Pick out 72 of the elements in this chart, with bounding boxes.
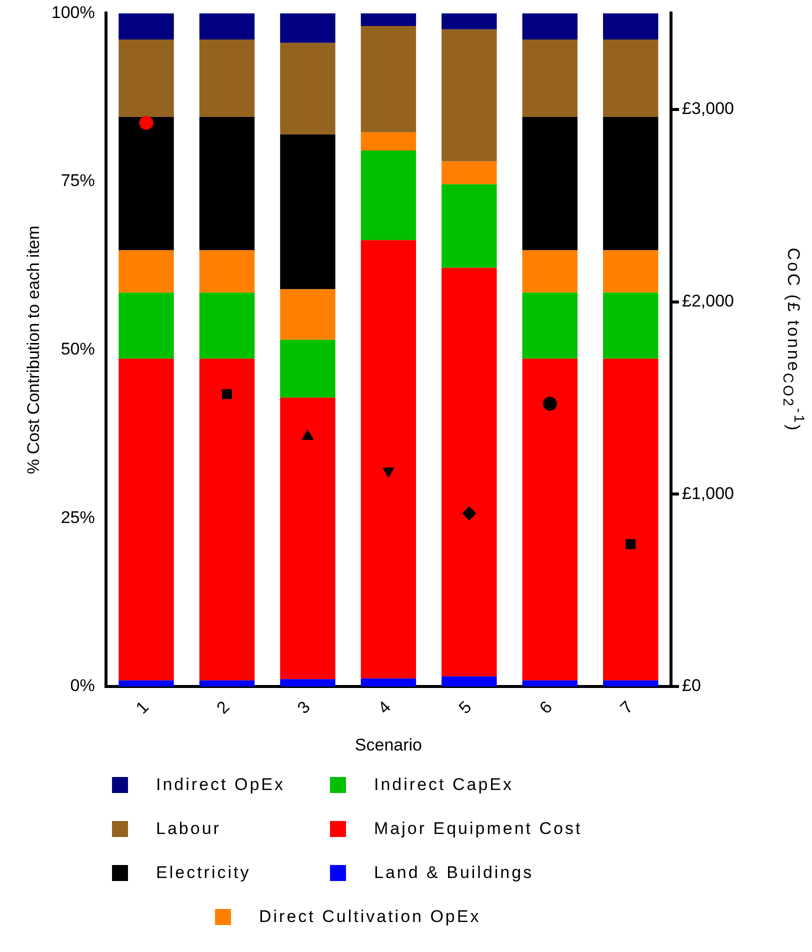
bar (442, 161, 497, 184)
bar (522, 292, 578, 359)
bar (199, 116, 255, 250)
y2-tick-label: £0 (682, 676, 701, 696)
bar (280, 289, 336, 340)
bar (360, 150, 416, 240)
y2-tick-label: £3,000 (682, 99, 734, 118)
bar (360, 240, 416, 678)
bar (603, 250, 658, 293)
bar (603, 116, 658, 250)
legend-label: Electricity (156, 863, 251, 883)
bar (603, 39, 658, 117)
bar (199, 13, 255, 40)
bar (199, 292, 255, 359)
bar (442, 268, 497, 676)
y-tick-label: 0% (70, 676, 95, 696)
y-tick-label: 75% (60, 171, 95, 190)
bar (522, 250, 578, 293)
legend-label: Indirect OpEx (156, 775, 285, 795)
bar (118, 680, 174, 686)
bar (522, 116, 578, 250)
bar (280, 42, 336, 134)
bar (118, 116, 174, 250)
bar (603, 292, 658, 359)
bar (199, 358, 255, 680)
y-axis-title: % Cost Contribution to each item (24, 226, 43, 474)
bar (522, 13, 578, 40)
bar (280, 134, 336, 290)
bar (360, 678, 416, 686)
bar (118, 250, 174, 293)
legend-label: Land & Buildings (374, 863, 534, 883)
bar (522, 39, 578, 117)
legend-label: Labour (156, 819, 221, 839)
bar (280, 679, 336, 686)
legend-label: Major Equipment Cost (374, 819, 582, 839)
y2-tick-label: £2,000 (682, 291, 734, 310)
bar (280, 398, 336, 680)
legend-label: Indirect CapEx (374, 775, 514, 795)
bar (603, 13, 658, 40)
bar (360, 26, 416, 132)
bar (603, 680, 658, 686)
bar (603, 358, 658, 680)
x-tick-label: 2 (212, 697, 234, 718)
bar (442, 184, 497, 268)
y-tick-label: 100% (51, 2, 95, 22)
y-tick-label: 25% (60, 508, 95, 527)
x-axis-title: Scenario (354, 735, 422, 754)
x-tick-label: 6 (536, 697, 556, 718)
legend-label: Direct Cultivation OpEx (259, 907, 481, 927)
bar (522, 680, 578, 686)
bar (118, 39, 174, 117)
bar (360, 132, 416, 151)
x-tick-label: 1 (132, 697, 152, 718)
bar (442, 13, 497, 30)
bar (280, 13, 336, 43)
bar (118, 292, 174, 359)
bar (360, 13, 416, 26)
bar (280, 340, 336, 398)
x-tick-label: 4 (374, 697, 395, 718)
x-tick-label: 3 (294, 697, 314, 718)
bar (118, 358, 174, 680)
bar (442, 676, 497, 686)
bar (442, 29, 497, 162)
bar (522, 358, 578, 680)
bar (199, 680, 255, 686)
bar (118, 13, 174, 40)
y-tick-label: 50% (60, 340, 95, 359)
y2-tick-label: £1,000 (682, 484, 734, 503)
x-tick-label: 7 (616, 697, 637, 718)
x-tick-label: 5 (455, 697, 476, 718)
bar (199, 250, 255, 293)
bar (199, 39, 255, 117)
